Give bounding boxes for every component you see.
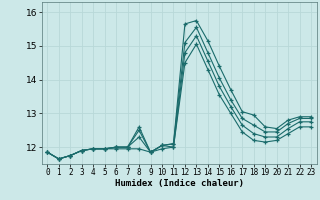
X-axis label: Humidex (Indice chaleur): Humidex (Indice chaleur) bbox=[115, 179, 244, 188]
